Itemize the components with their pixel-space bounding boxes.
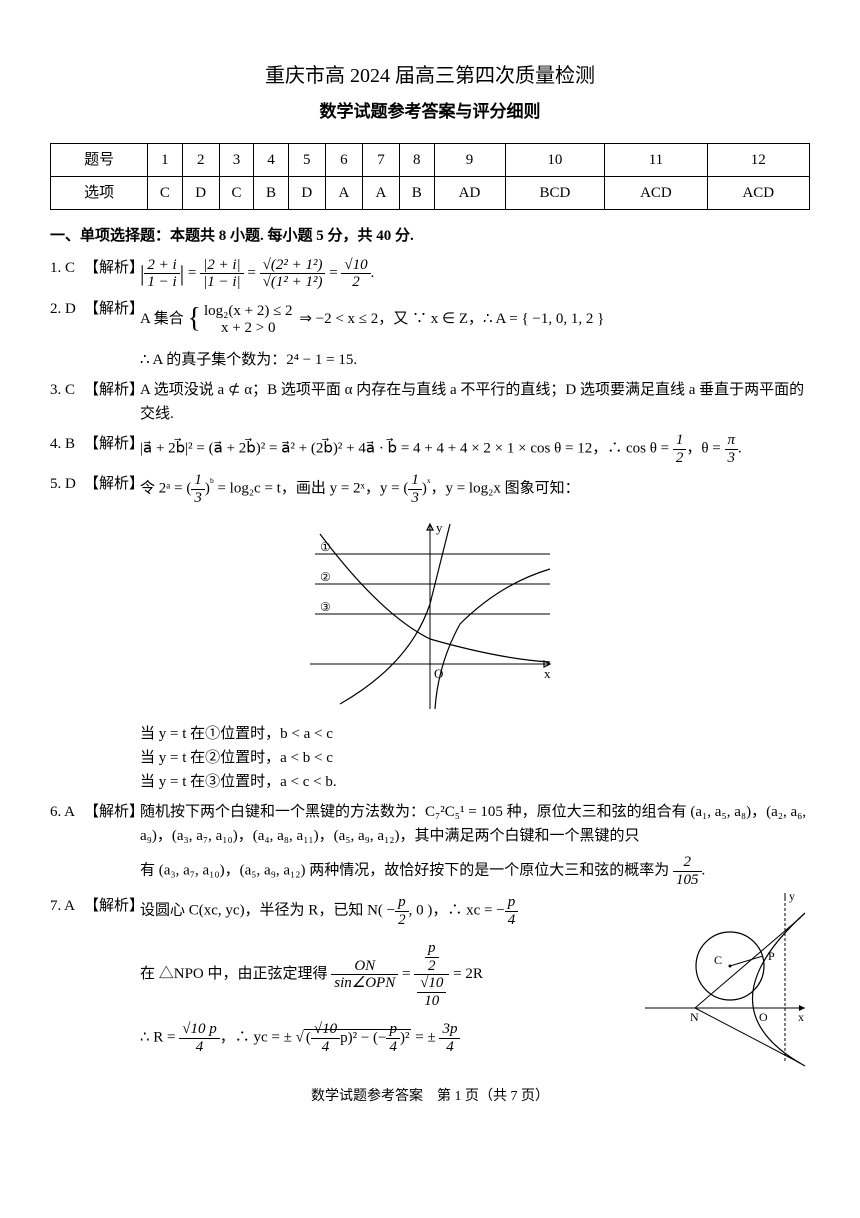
question-7: 7. A 【解析】 设圆心 C(xc, yc)，半径为 R，已知 N( −p2,… bbox=[50, 888, 810, 1068]
q-number: 4. B bbox=[50, 432, 84, 466]
q7-line2: 在 △NPO 中，由正弦定理得 ONsin∠OPN = p2 √1010 = 2… bbox=[140, 940, 630, 1009]
q-number: 6. A bbox=[50, 800, 84, 848]
q-tag: 【解析】 bbox=[84, 894, 140, 928]
svg-text:N: N bbox=[690, 1010, 699, 1024]
doc-title-1: 重庆市高 2024 届高三第四次质量检测 bbox=[50, 60, 810, 92]
svg-text:y: y bbox=[436, 520, 443, 535]
table-row: 选项 C D C B D A A B AD BCD ACD ACD bbox=[51, 177, 810, 210]
q2-line2: ∴ A 的真子集个数为：2⁴ − 1 = 15. bbox=[140, 348, 810, 372]
q-number: 2. D bbox=[50, 297, 84, 342]
q-number: 1. C bbox=[50, 256, 84, 291]
question-2: 2. D 【解析】 A 集合 {log₂(x + 2) ≤ 2x + 2 > 0… bbox=[50, 297, 810, 342]
svg-text:O: O bbox=[434, 666, 443, 681]
q5-graph: ① ② ③ Ox y bbox=[50, 514, 810, 714]
question-5: 5. D 【解析】 令 2ᵃ = (13)ᵇ = log₂c = t，画出 y … bbox=[50, 472, 810, 506]
q-tag: 【解析】 bbox=[84, 378, 140, 426]
q6-line2: 有 (a₃, a₇, a₁₀)，(a₅, a₉, a₁₂) 两种情况，故恰好按下… bbox=[140, 854, 810, 888]
q-body: |2 + i1 − i| = |2 + i||1 − i| = √(2² + 1… bbox=[140, 256, 810, 291]
q5-case3: 当 y = t 在③位置时，a < c < b. bbox=[140, 770, 810, 794]
svg-text:①: ① bbox=[320, 540, 331, 554]
q-body: 设圆心 C(xc, yc)，半径为 R，已知 N( −p2, 0 )，∴ xc … bbox=[140, 894, 630, 928]
q-tag: 【解析】 bbox=[84, 472, 140, 506]
svg-text:O: O bbox=[759, 1010, 768, 1024]
svg-text:x: x bbox=[798, 1010, 804, 1024]
section-1-heading: 一、单项选择题：本题共 8 小题. 每小题 5 分，共 40 分. bbox=[50, 224, 810, 248]
q-tag: 【解析】 bbox=[84, 432, 140, 466]
answer-table: 题号 1 2 3 4 5 6 7 8 9 10 11 12 选项 C D C B… bbox=[50, 143, 810, 210]
q7-graph: O N C Px y bbox=[640, 888, 810, 1068]
q-body: 令 2ᵃ = (13)ᵇ = log₂c = t，画出 y = 2ˣ，y = (… bbox=[140, 472, 810, 506]
q-tag: 【解析】 bbox=[84, 800, 140, 848]
q7-line3: ∴ R = √10 p4，∴ yc = ± √(√104p)² − (−p4)²… bbox=[140, 1021, 630, 1055]
question-6: 6. A 【解析】 随机按下两个白键和一个黑键的方法数为：C₇²C₅¹ = 10… bbox=[50, 800, 810, 848]
svg-text:②: ② bbox=[320, 570, 331, 584]
doc-title-2: 数学试题参考答案与评分细则 bbox=[50, 98, 810, 125]
svg-text:③: ③ bbox=[320, 600, 331, 614]
question-1: 1. C 【解析】 |2 + i1 − i| = |2 + i||1 − i| … bbox=[50, 256, 810, 291]
page-footer: 数学试题参考答案 第 1 页（共 7 页） bbox=[50, 1086, 810, 1108]
q-number: 7. A bbox=[50, 894, 84, 928]
row-header: 选项 bbox=[51, 177, 148, 210]
q5-case1: 当 y = t 在①位置时，b < a < c bbox=[140, 722, 810, 746]
q5-case2: 当 y = t 在②位置时，a < b < c bbox=[140, 746, 810, 770]
q-tag: 【解析】 bbox=[84, 297, 140, 342]
question-4: 4. B 【解析】 |a⃗ + 2b⃗|² = (a⃗ + 2b⃗)² = a⃗… bbox=[50, 432, 810, 466]
q-body: A 集合 {log₂(x + 2) ≤ 2x + 2 > 0 ⇒ −2 < x … bbox=[140, 297, 810, 342]
svg-text:C: C bbox=[714, 953, 722, 967]
row-header: 题号 bbox=[51, 144, 148, 177]
q-body: A 选项没说 a ⊄ α；B 选项平面 α 内存在与直线 a 不平行的直线；D … bbox=[140, 378, 810, 426]
svg-text:P: P bbox=[768, 949, 775, 963]
q-tag: 【解析】 bbox=[84, 256, 140, 291]
question-3: 3. C 【解析】 A 选项没说 a ⊄ α；B 选项平面 α 内存在与直线 a… bbox=[50, 378, 810, 426]
q-number: 3. C bbox=[50, 378, 84, 426]
q-body: 随机按下两个白键和一个黑键的方法数为：C₇²C₅¹ = 105 种，原位大三和弦… bbox=[140, 800, 810, 848]
q-number: 5. D bbox=[50, 472, 84, 506]
svg-text:x: x bbox=[544, 666, 551, 681]
svg-text:y: y bbox=[789, 889, 795, 903]
table-row: 题号 1 2 3 4 5 6 7 8 9 10 11 12 bbox=[51, 144, 810, 177]
q-body: |a⃗ + 2b⃗|² = (a⃗ + 2b⃗)² = a⃗² + (2b⃗)²… bbox=[140, 432, 810, 466]
